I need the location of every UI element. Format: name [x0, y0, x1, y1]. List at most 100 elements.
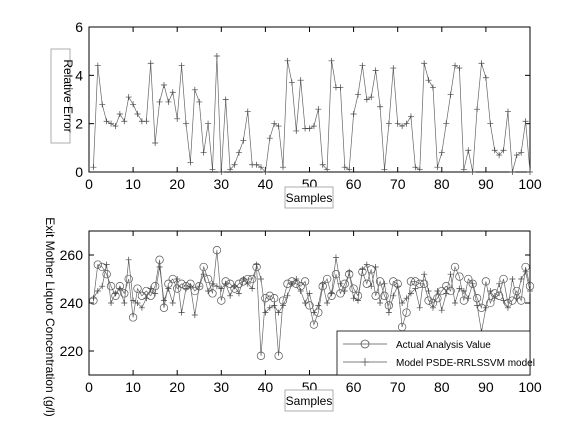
- top-xtick-label: 60: [346, 176, 362, 192]
- top-series-0-point: [456, 65, 463, 72]
- top-series-0-point: [200, 149, 207, 156]
- legend-label-actual: Actual Analysis Value: [396, 340, 491, 351]
- top-xtick-label: 100: [518, 176, 542, 192]
- bottom-series-1-point: [275, 309, 282, 316]
- top-series: [90, 53, 533, 175]
- top-series-0-point: [363, 96, 370, 103]
- bottom-series-0-point: [155, 255, 164, 264]
- top-series-0-point: [381, 166, 388, 173]
- bottom-series-1-point: [191, 312, 198, 318]
- top-series-0-point: [196, 98, 203, 105]
- top-xtick-label: 30: [214, 176, 230, 192]
- bottom-xtick-label: 0: [85, 379, 93, 395]
- top-series-0-point: [350, 111, 357, 117]
- bottom-series-1-point: [244, 280, 251, 287]
- top-series-0-point: [178, 62, 185, 69]
- top-xtick-label: 40: [258, 176, 274, 192]
- top-ytick-label: 0: [75, 164, 83, 180]
- bottom-series-1-point: [368, 283, 375, 290]
- top-series-0-point: [319, 161, 326, 168]
- bottom-series-1-point: [372, 264, 379, 270]
- bottom-series-1-point: [346, 268, 353, 275]
- top-series-0-point: [103, 118, 110, 125]
- bottom-series-0-point: [274, 351, 283, 360]
- bottom-series-1-point: [443, 290, 450, 297]
- top-series-0-point: [390, 65, 397, 72]
- top-series-0-point: [359, 62, 366, 69]
- bottom-series-1-point: [377, 300, 384, 306]
- top-series-0-point: [275, 123, 282, 130]
- bottom-series-0-point: [248, 274, 257, 284]
- bottom-series-1-point: [108, 300, 115, 306]
- top-series-0-point: [429, 84, 436, 91]
- top-series-0-point: [244, 108, 251, 115]
- bottom-series-1-point: [249, 285, 256, 292]
- bottom-series-1-point: [183, 285, 190, 292]
- bottom-series-1-point: [169, 300, 176, 306]
- top-ytick-label: 2: [75, 116, 83, 132]
- top-series-0-point: [399, 123, 406, 130]
- bottom-x-ticks: 0 10 20 30 40 50 60 70 80 90 100: [85, 231, 542, 395]
- bottom-series-1-point: [355, 297, 362, 304]
- top-series-0-point: [156, 98, 163, 105]
- bottom-series-0-point: [380, 291, 389, 300]
- top-ytick-label: 4: [75, 67, 83, 83]
- bottom-series-1-point: [280, 302, 287, 309]
- top-series-0-point: [438, 149, 445, 156]
- bottom-series-0-point: [517, 296, 526, 305]
- bottom-series-1-point: [469, 280, 476, 287]
- bottom-series-1-point: [174, 276, 181, 282]
- top-series-0-point: [416, 166, 423, 173]
- bottom-series-0-point: [464, 274, 473, 284]
- bottom-series-1-point: [504, 304, 511, 311]
- top-series-0-point: [174, 115, 181, 122]
- bottom-series-0-point: [133, 284, 142, 293]
- top-xtick-label: 0: [85, 176, 93, 192]
- top-ylabel-box: [50, 48, 71, 144]
- top-series-0-point: [240, 137, 247, 144]
- top-xtick-label: 90: [478, 176, 494, 192]
- bottom-series-1-point: [94, 288, 101, 294]
- bottom-series-0-point: [415, 279, 424, 288]
- top-series-0-point: [513, 152, 520, 159]
- bottom-series-1-point: [143, 295, 150, 302]
- bottom-series-1-point: [403, 295, 410, 302]
- top-series-0-point: [425, 77, 432, 84]
- bottom-series-0-point: [424, 296, 433, 305]
- bottom-ytick-label: 260: [60, 247, 84, 263]
- top-series-0-point: [147, 60, 154, 67]
- bottom-series-1-point: [213, 283, 220, 290]
- bottom-series-1-point: [99, 283, 106, 290]
- top-series-0-point: [90, 164, 97, 171]
- bottom-series-0-point: [468, 279, 477, 288]
- legend: Actual Analysis Value Model PSDE-RRLSSVM…: [336, 330, 535, 376]
- top-series-0-point: [509, 169, 516, 175]
- bottom-series-0-point: [261, 294, 270, 303]
- top-series-0-point: [143, 118, 150, 125]
- bottom-xtick-label: 100: [518, 379, 542, 395]
- bottom-xlabel-box: [284, 389, 334, 412]
- top-plot-frame: [88, 26, 531, 173]
- bottom-series-0-point: [442, 282, 451, 291]
- bottom-series-1-point: [527, 288, 533, 294]
- bottom-series-1-point: [200, 271, 207, 278]
- top-series-0-point: [152, 140, 159, 146]
- top-series-0-point: [407, 113, 414, 120]
- bottom-series-1-point: [438, 307, 445, 314]
- top-series-0-point: [187, 159, 194, 166]
- bottom-series-1-point: [315, 302, 322, 309]
- top-series-0-point: [434, 164, 441, 171]
- bottom-series-1-point: [103, 261, 110, 268]
- top-series-0-point: [213, 53, 220, 59]
- bottom-series-1-point: [482, 304, 489, 311]
- bottom-series-1-point: [156, 264, 163, 270]
- top-series-0-point: [421, 60, 428, 67]
- top-xtick-label: 80: [434, 176, 450, 192]
- bottom-series-0-point: [203, 274, 213, 284]
- bottom-xtick-label: 10: [125, 379, 141, 395]
- top-series-0-point: [293, 127, 300, 134]
- bottom-series-1-point: [90, 295, 97, 302]
- bottom-series-1-point: [513, 295, 520, 302]
- top-series-0-point: [527, 169, 533, 175]
- bottom-series-1-point: [319, 280, 326, 287]
